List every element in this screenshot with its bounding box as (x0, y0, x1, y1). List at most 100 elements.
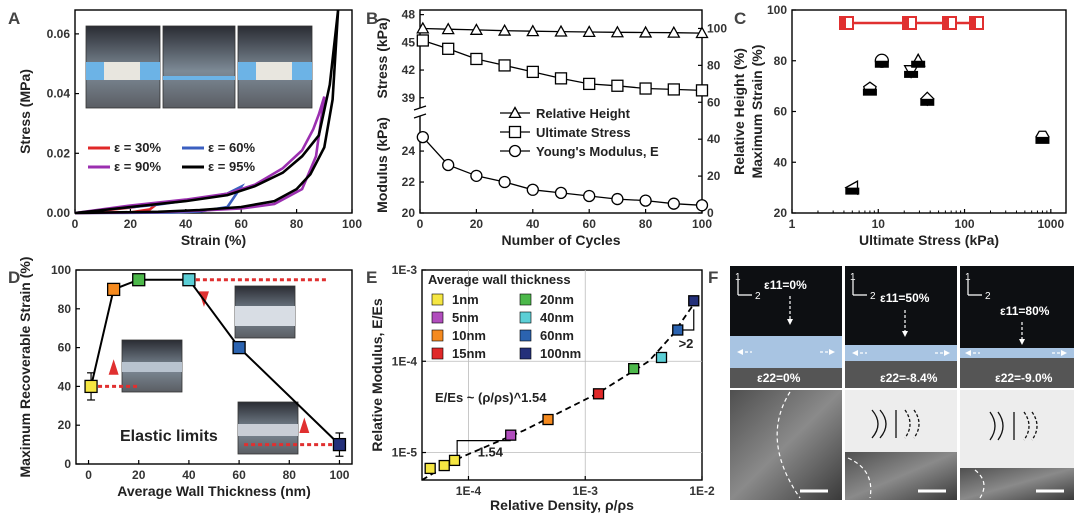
d-xtick-label: 80 (283, 468, 297, 482)
b-point (695, 26, 709, 39)
f-axis2-label-3: 2 (985, 291, 991, 302)
b-legend-label: Ultimate Stress (536, 125, 631, 140)
b-modulus-ytick-label: 24 (402, 144, 416, 158)
d-point (132, 273, 146, 287)
e-x-axis-label: Relative Density, ρ/ρs (490, 497, 634, 513)
a-xtick-label: 40 (179, 217, 193, 231)
panel-label-f: F (708, 268, 718, 287)
b-legend-marker (508, 106, 522, 119)
e-legend-swatch (431, 293, 444, 306)
panel-f-compression-photos (730, 266, 1074, 388)
d-ytick-label: 100 (51, 263, 71, 277)
d-ytick-label: 20 (58, 418, 72, 432)
inset-sample-2 (163, 76, 235, 80)
f-strain11-2: ε11=50% (880, 291, 930, 305)
d-xtick-label: 40 (182, 468, 196, 482)
b-point (667, 83, 680, 96)
b-point (582, 25, 596, 38)
b-point (469, 23, 484, 35)
e-slope-label: 1.54 (478, 445, 504, 460)
b-axis-break-mark (413, 105, 427, 111)
a-y-axis-label: Stress (MPa) (17, 69, 33, 154)
c-axes-frame (791, 9, 1067, 214)
b-point (695, 199, 709, 212)
e-xtick-label: 1E-3 (573, 484, 599, 498)
panel-d-plot: 0 20 40 60 80 100 0 20 40 60 80 100 Average Wall Thi… (17, 257, 353, 499)
e-point (628, 362, 640, 375)
b-point (554, 186, 568, 200)
e-xtick-label: 1E-2 (689, 484, 715, 498)
inset-sample-d3 (238, 424, 298, 436)
inset-sample-d2 (235, 306, 295, 326)
panel-f-sem-images (730, 390, 1074, 500)
c-ytick-label: 40 (774, 155, 788, 169)
d-ytick-label: 40 (58, 379, 72, 393)
e-slope-triangle (456, 440, 511, 459)
b-point (639, 194, 652, 207)
panel-label-e: E (366, 268, 377, 287)
a-xtick-label: 60 (235, 217, 249, 231)
b-y-axis-label-modulus: Modulus (kPa) (374, 117, 390, 213)
c-y-axis-label: Maximum Strain (%) (749, 45, 765, 179)
e-legend-title: Average wall thickness (428, 272, 571, 287)
c-xtick-label: 100 (955, 217, 975, 231)
b-point (554, 72, 568, 85)
b-point (497, 23, 512, 36)
e-slope-triangle (680, 309, 695, 331)
panel-a-plot: 0 20 40 60 80 100 0.00 0.02 0.04 0.06 Strain (%) St… (17, 9, 362, 248)
e-ytick-label: 1E-5 (392, 446, 418, 460)
f-axis1-label-2: 1 (850, 272, 856, 283)
a-series-line (74, 9, 340, 215)
b-point (441, 22, 455, 35)
b-right-ytick-label: 60 (707, 95, 721, 109)
f-axis1-label-3: 1 (965, 272, 971, 283)
panel-f-axis-labels: 1 2 1 2 1 2 (735, 272, 991, 302)
f-strain22-3: ε22=-9.0% (995, 371, 1053, 385)
d-guide-arrow (108, 359, 119, 375)
e-point (438, 459, 450, 472)
c-point-half-fill (874, 60, 889, 68)
panel-f: F 1 2 1 2 1 2 ε11=0% ε11=50% (708, 266, 1074, 500)
d-axes-frame (75, 269, 353, 465)
b-stress-ytick-label: 39 (402, 91, 416, 105)
f-axis2-label-2: 2 (870, 291, 876, 302)
b-modulus-ytick-label: 22 (402, 175, 416, 189)
e-legend-label: 20nm (540, 292, 574, 307)
a-ytick-label: 0.06 (47, 27, 71, 41)
c-ytick-label: 60 (774, 105, 788, 119)
a-ytick-label: 0.00 (47, 206, 71, 220)
panel-label-c: C (734, 9, 746, 28)
e-legend-label: 5nm (452, 310, 479, 325)
b-point (442, 42, 455, 55)
f-strain11-1: ε11=0% (764, 278, 807, 292)
b-point (470, 52, 483, 66)
f-strain11-3: ε11=80% (1000, 304, 1050, 318)
f-photo-3-base (960, 358, 1074, 388)
a-xtick-label: 20 (124, 217, 138, 231)
b-right-ytick-label: 80 (707, 58, 721, 72)
e-legend-swatch (519, 293, 532, 306)
e-slope-label: >2 (679, 336, 694, 351)
f-strain22-2: ε22=-8.4% (880, 371, 938, 385)
c-x-axis-label: Ultimate Stress (kPa) (859, 232, 999, 248)
b-stress-ytick-label: 45 (402, 35, 416, 49)
b-point (610, 25, 625, 38)
e-point (424, 462, 436, 475)
e-fit-label: E/Es ~ (ρ/ρs)^1.54 (435, 390, 547, 405)
d-x-axis-label: Average Wall Thickness (nm) (117, 483, 310, 499)
inset-sample-1-core (104, 62, 140, 80)
d-point (182, 273, 196, 287)
f-axis1-label-1: 1 (735, 272, 741, 283)
a-legend-label: ε = 95% (208, 159, 255, 174)
b-xtick-label: 0 (417, 217, 424, 231)
c-point-half-fill (920, 98, 935, 106)
panel-d-insets (121, 285, 299, 455)
b-point (583, 77, 596, 91)
e-legend-label: 1nm (452, 292, 479, 307)
a-xtick-label: 0 (72, 217, 79, 231)
f-photo-1-sample (730, 336, 842, 368)
a-xtick-label: 80 (290, 217, 304, 231)
b-xtick-label: 40 (526, 217, 540, 231)
b-point (639, 82, 652, 95)
lattice-schematic-icon (839, 16, 984, 30)
